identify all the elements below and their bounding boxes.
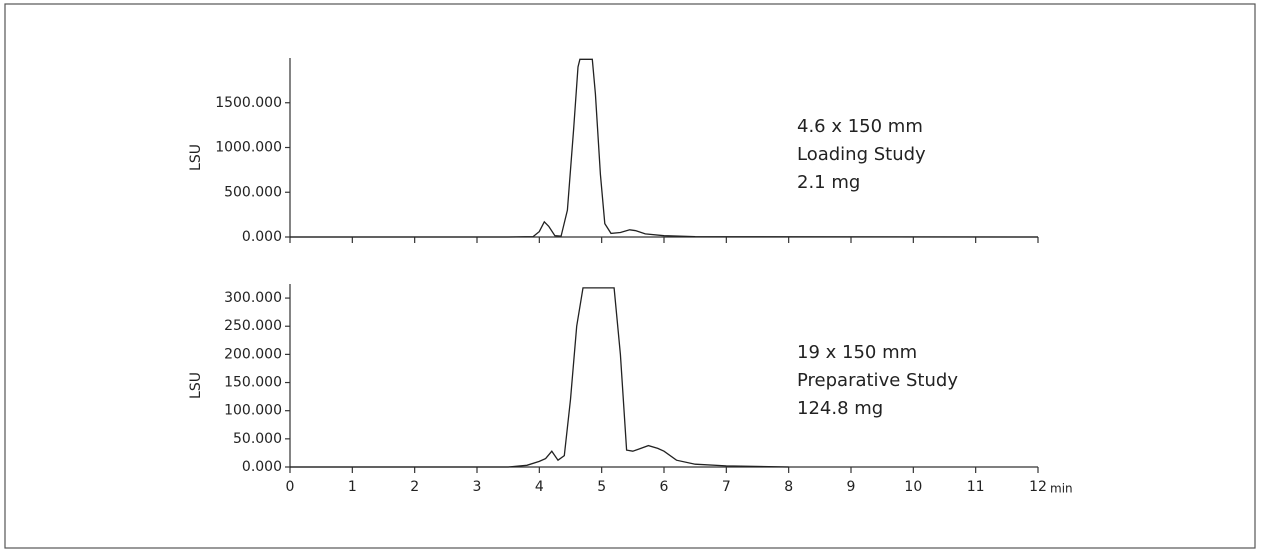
y-axis-label: LSU <box>188 372 204 399</box>
x-tick-label: 12 <box>1029 479 1047 495</box>
x-tick-label: 6 <box>660 479 669 495</box>
y-tick-label: 50.000 <box>233 431 282 447</box>
x-tick-label: 5 <box>597 479 606 495</box>
y-tick-label: 250.000 <box>224 318 282 334</box>
y-tick-label: 200.000 <box>224 346 282 362</box>
x-axis-label: min <box>1050 482 1073 496</box>
x-tick-label: 10 <box>904 479 922 495</box>
x-tick-label: 9 <box>847 479 856 495</box>
x-tick-label: 2 <box>410 479 419 495</box>
x-tick-label: 8 <box>784 479 793 495</box>
y-tick-label: 0.000 <box>242 459 282 475</box>
annotation: Loading Study <box>797 144 926 165</box>
y-tick-label: 300.000 <box>224 290 282 306</box>
x-tick-label: 11 <box>967 479 985 495</box>
annotation: 124.8 mg <box>797 398 883 419</box>
y-axis-label: LSU <box>188 144 204 171</box>
annotation: Preparative Study <box>797 370 958 391</box>
trace <box>290 58 1039 238</box>
y-tick-label: 150.000 <box>224 375 282 391</box>
x-tick-label: 1 <box>348 479 357 495</box>
x-tick-label: 0 <box>286 479 295 495</box>
y-tick-label: 1500.000 <box>215 95 282 111</box>
annotation: 2.1 mg <box>797 172 860 193</box>
x-tick-label: 4 <box>535 479 544 495</box>
frame <box>4 3 1256 549</box>
y-tick-label: 500.000 <box>224 184 282 200</box>
annotation: 4.6 x 150 mm <box>797 116 923 137</box>
x-tick-label: 3 <box>473 479 482 495</box>
annotation: 19 x 150 mm <box>797 342 917 363</box>
y-tick-label: 1000.000 <box>215 140 282 156</box>
trace <box>290 287 789 468</box>
y-tick-label: 100.000 <box>224 403 282 419</box>
y-tick-label: 0.000 <box>242 229 282 245</box>
x-tick-label: 7 <box>722 479 731 495</box>
